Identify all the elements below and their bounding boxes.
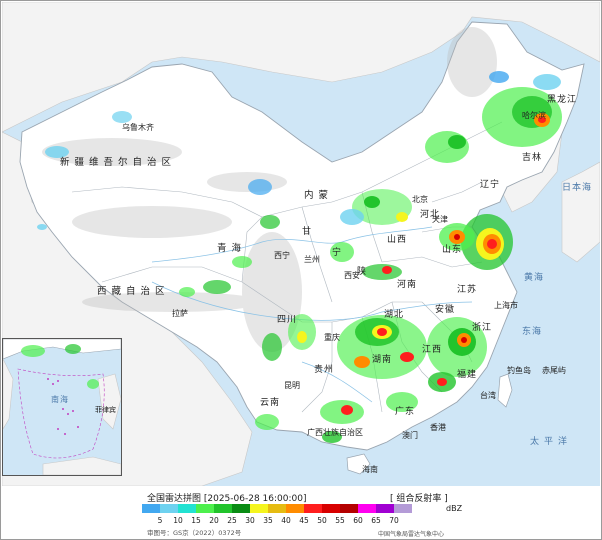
legend-swatch [340, 504, 358, 513]
label-diaoyu: 钓鱼岛 [507, 366, 531, 375]
label-inset-philippines: 菲律宾 [95, 406, 116, 414]
legend-tick-label: 40 [281, 516, 291, 525]
legend-tick-label: 20 [209, 516, 219, 525]
legend-swatch [232, 504, 250, 513]
label-tianjin: 天津 [432, 215, 448, 224]
legend-title: 全国雷达拼图 [2025-06-28 16:00:00] [147, 494, 307, 504]
legend-swatch [394, 504, 412, 513]
label-guangdong: 广东 [395, 407, 416, 417]
label-shaanxi: 陕 [357, 267, 368, 277]
label-guangxi: 广西壮族自治区 [307, 428, 363, 437]
legend-tick-label: 10 [173, 516, 183, 525]
legend-tick-label: 30 [245, 516, 255, 525]
legend-tick-label: 25 [227, 516, 237, 525]
label-east-sea: 东海 [522, 327, 543, 337]
label-shandong: 山东 [442, 245, 463, 255]
label-shanghai: 上海市 [494, 301, 518, 310]
label-harbin: 哈尔滨 [522, 111, 546, 120]
legend-tick-label: 55 [335, 516, 345, 525]
legend-swatch [214, 504, 232, 513]
label-henan: 河南 [397, 280, 418, 290]
label-zhejiang: 浙江 [472, 323, 493, 333]
data-source: 中国气象局雷达气象中心 [378, 531, 445, 538]
legend-swatch [160, 504, 178, 513]
label-hunan: 湖南 [372, 355, 393, 365]
legend-color-bar [142, 504, 412, 513]
label-heilongjiang: 黑龙江 [547, 95, 578, 105]
legend-panel: 全国雷达拼图 [2025-06-28 16:00:00] [ 组合反射率 ] 5… [2, 487, 600, 539]
legend-ticks: 5 10 15 20 25 30 35 40 45 50 55 60 65 70 [142, 516, 442, 526]
label-xining: 西宁 [274, 251, 290, 260]
legend-swatch [304, 504, 322, 513]
map-approval-number: 审图号：GS京（2022）0372号 [147, 529, 242, 537]
label-shanxi: 山西 [387, 235, 408, 245]
legend-swatch [250, 504, 268, 513]
label-ningxia: 宁 [332, 248, 343, 258]
label-inset-sea: 南海 [51, 395, 69, 404]
label-jiangsu: 江苏 [457, 285, 478, 295]
label-hainan: 海南 [362, 465, 378, 474]
label-macau: 澳门 [402, 431, 418, 440]
south-china-sea-inset: 南海 菲律宾 [2, 338, 122, 476]
label-neimeng: 内蒙 [304, 190, 334, 201]
legend-swatch [286, 504, 304, 513]
legend-product-type: [ 组合反射率 ] [390, 494, 448, 504]
legend-swatch [322, 504, 340, 513]
legend-tick-label: 35 [263, 516, 273, 525]
inset-map [3, 339, 121, 475]
label-qinghai: 青海 [217, 243, 247, 254]
label-chongqing: 重庆 [324, 333, 340, 342]
label-hubei: 湖北 [384, 310, 405, 320]
legend-swatch [142, 504, 160, 513]
legend-swatch [358, 504, 376, 513]
label-lhasa: 拉萨 [172, 309, 188, 318]
label-pacific: 太平洋 [530, 437, 573, 447]
label-sichuan: 四川 [277, 315, 298, 325]
label-xinjiang: 新疆维吾尔自治区 [60, 157, 177, 168]
label-kunming: 昆明 [284, 381, 300, 390]
label-yellow-sea: 黄海 [524, 273, 545, 283]
label-japan-sea: 日本海 [562, 183, 593, 193]
legend-tick-label: 65 [371, 516, 381, 525]
label-hebei: 河北 [420, 210, 441, 220]
label-urumqi: 乌鲁木齐 [122, 123, 154, 132]
label-guizhou: 贵州 [314, 365, 335, 375]
legend-swatch [178, 504, 196, 513]
label-yunnan: 云南 [260, 398, 281, 408]
label-xizang: 西藏自治区 [97, 286, 170, 297]
label-anhui: 安徽 [435, 305, 456, 315]
legend-tick-label: 70 [389, 516, 399, 525]
label-lanzhou: 兰州 [304, 255, 320, 264]
legend-tick-label: 50 [317, 516, 327, 525]
legend-swatch [376, 504, 394, 513]
label-jiangxi: 江西 [422, 345, 443, 355]
label-xian: 西安 [344, 271, 360, 280]
label-chiwei: 赤尾屿 [542, 366, 566, 375]
legend-swatch [196, 504, 214, 513]
legend-tick-label: 15 [191, 516, 201, 525]
legend-tick-label: 5 [157, 516, 163, 525]
legend-tick-label: 45 [299, 516, 309, 525]
label-liaoning: 辽宁 [480, 180, 501, 190]
label-gansu: 甘 [302, 227, 313, 237]
legend-swatch [268, 504, 286, 513]
legend-unit: dBZ [446, 504, 463, 513]
label-hk: 香港 [430, 423, 446, 432]
label-beijing: 北京 [412, 195, 428, 204]
label-jilin: 吉林 [522, 153, 543, 163]
label-taiwan: 台湾 [480, 391, 496, 400]
label-fujian: 福建 [457, 370, 478, 380]
legend-tick-label: 60 [353, 516, 363, 525]
